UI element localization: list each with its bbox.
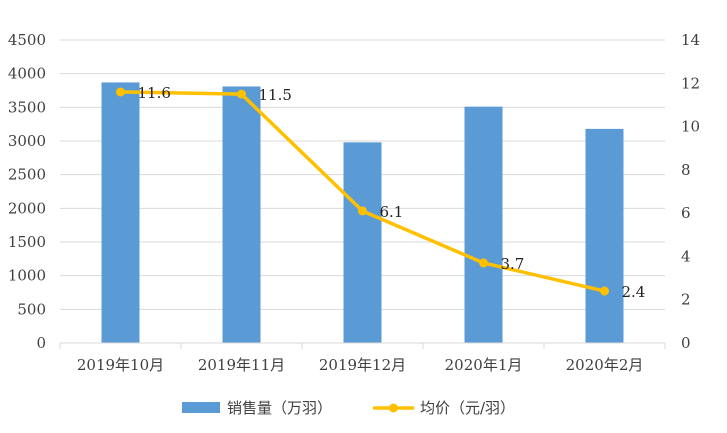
left-axis: 0 500 1000 1500 2000 2500 3000 3500 4000 4500 bbox=[8, 31, 46, 352]
right-tick-label: 12 bbox=[681, 74, 700, 92]
legend: 销售量（万羽） 均价（元/羽） bbox=[182, 399, 515, 417]
category-label: 2019年10月 bbox=[77, 356, 164, 374]
price-data-label: 11.5 bbox=[259, 86, 292, 104]
price-point bbox=[116, 87, 125, 97]
line-series bbox=[116, 87, 609, 296]
left-tick-label: 3500 bbox=[8, 98, 46, 116]
right-tick-label: 4 bbox=[681, 247, 691, 265]
left-tick-label: 4500 bbox=[8, 31, 46, 49]
price-data-label: 3.7 bbox=[501, 255, 525, 273]
price-point bbox=[237, 89, 246, 99]
legend-label-price: 均价（元/羽） bbox=[420, 399, 515, 417]
x-axis bbox=[59, 342, 666, 349]
right-tick-label: 8 bbox=[681, 161, 691, 179]
right-tick-label: 0 bbox=[681, 334, 691, 352]
right-tick-label: 6 bbox=[681, 204, 691, 222]
category-label: 2019年12月 bbox=[319, 356, 406, 374]
category-label: 2020年2月 bbox=[566, 356, 644, 374]
left-tick-label: 4000 bbox=[8, 65, 46, 83]
bar bbox=[464, 106, 503, 343]
left-tick-label: 0 bbox=[36, 334, 46, 352]
left-tick-label: 2500 bbox=[8, 166, 46, 184]
bar bbox=[585, 128, 624, 343]
bar bbox=[101, 82, 140, 344]
bar bbox=[343, 142, 382, 343]
data-labels: 11.6 11.5 6.1 3.7 2.4 bbox=[138, 84, 646, 301]
right-tick-label: 14 bbox=[681, 31, 700, 49]
legend-marker-price bbox=[389, 403, 398, 413]
bar bbox=[222, 86, 261, 344]
x-axis-labels: 2019年10月 2019年11月 2019年12月 2020年1月 2020年2月 bbox=[77, 356, 643, 374]
left-tick-label: 500 bbox=[17, 300, 46, 318]
price-data-label: 6.1 bbox=[380, 203, 404, 221]
left-tick-label: 1500 bbox=[8, 233, 46, 251]
legend-label-sales: 销售量（万羽） bbox=[227, 399, 332, 417]
legend-swatch-sales bbox=[182, 402, 220, 413]
right-tick-label: 2 bbox=[681, 291, 691, 309]
category-label: 2020年1月 bbox=[445, 356, 523, 374]
price-point bbox=[479, 258, 488, 268]
bar-series bbox=[101, 82, 624, 344]
left-tick-label: 1000 bbox=[8, 267, 46, 285]
price-point bbox=[358, 206, 367, 216]
category-label: 2019年11月 bbox=[198, 356, 285, 374]
price-data-label: 11.6 bbox=[138, 84, 171, 102]
right-axis: 0 2 4 6 8 10 12 14 bbox=[681, 31, 700, 352]
price-point bbox=[600, 286, 609, 296]
left-tick-label: 3000 bbox=[8, 132, 46, 150]
right-tick-label: 10 bbox=[681, 118, 700, 136]
left-tick-label: 2000 bbox=[8, 199, 46, 217]
price-data-label: 2.4 bbox=[622, 283, 646, 301]
